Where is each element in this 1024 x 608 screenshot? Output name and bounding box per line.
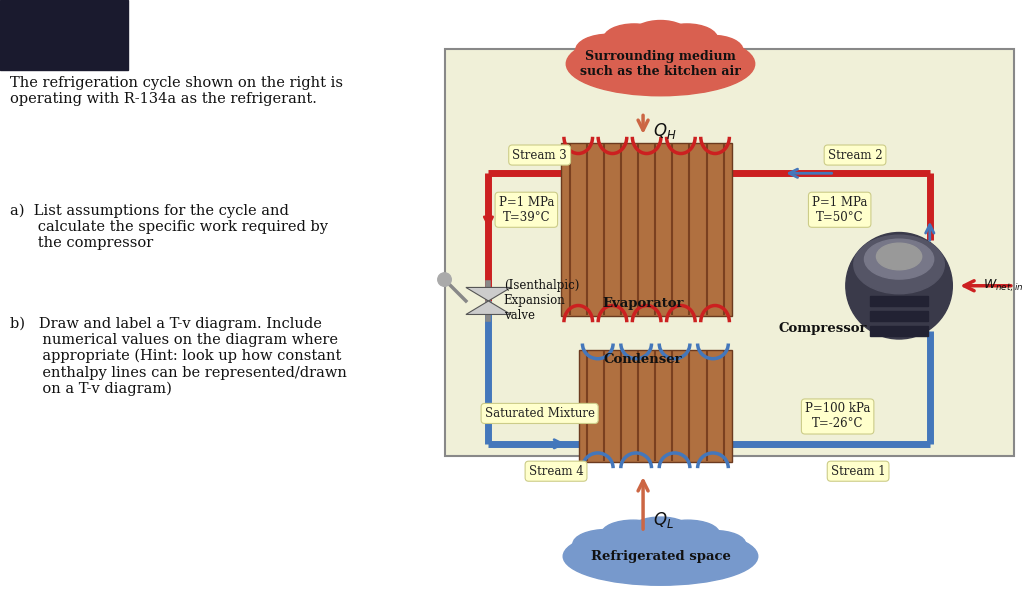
Text: b)   Draw and label a T-v diagram. Include
       numerical values on the diagra: b) Draw and label a T-v diagram. Include… (10, 316, 347, 396)
Ellipse shape (674, 56, 726, 81)
Ellipse shape (572, 530, 641, 558)
Bar (561, 143, 732, 316)
Ellipse shape (593, 549, 646, 572)
Text: Evaporator: Evaporator (602, 297, 684, 310)
Ellipse shape (877, 243, 922, 270)
Polygon shape (466, 301, 511, 314)
Ellipse shape (603, 24, 665, 54)
Text: Surrounding medium
such as the kitchen air: Surrounding medium such as the kitchen a… (580, 50, 741, 78)
Text: The refrigeration cycle shown on the right is
operating with R-134a as the refri: The refrigeration cycle shown on the rig… (10, 76, 343, 106)
Ellipse shape (846, 232, 952, 339)
Ellipse shape (631, 517, 690, 542)
Ellipse shape (438, 273, 452, 286)
Text: Stream 3: Stream 3 (512, 148, 567, 162)
Text: Stream 1: Stream 1 (830, 465, 886, 478)
Bar (445, 49, 1014, 456)
Bar (869, 311, 929, 321)
Text: (Isenthalpic)
Expansion
valve: (Isenthalpic) Expansion valve (504, 280, 580, 322)
Ellipse shape (595, 56, 647, 81)
Ellipse shape (632, 21, 689, 48)
Ellipse shape (656, 520, 719, 547)
Text: P=100 kPa
T=-26°C: P=100 kPa T=-26°C (805, 402, 870, 430)
Text: Condenser: Condenser (604, 353, 682, 365)
Ellipse shape (575, 34, 642, 66)
Text: Compressor: Compressor (778, 322, 866, 335)
Ellipse shape (675, 549, 728, 572)
Ellipse shape (864, 239, 934, 279)
Ellipse shape (682, 35, 743, 65)
Text: a)  List assumptions for the cycle and
      calculate the specific work require: a) List assumptions for the cycle and ca… (10, 204, 329, 250)
Ellipse shape (566, 32, 755, 96)
Bar (869, 326, 929, 336)
Text: P=1 MPa
T=39°C: P=1 MPa T=39°C (499, 196, 554, 224)
Ellipse shape (563, 527, 758, 586)
Ellipse shape (656, 24, 718, 54)
Ellipse shape (854, 235, 944, 294)
Bar (579, 350, 732, 462)
Bar (869, 297, 929, 306)
Text: Stream 2: Stream 2 (827, 148, 883, 162)
Text: Stream 4: Stream 4 (528, 465, 584, 478)
Text: $\mathit{Q}_L$: $\mathit{Q}_L$ (653, 510, 674, 530)
Text: P=1 MPa
T=50°C: P=1 MPa T=50°C (812, 196, 867, 224)
Text: Saturated Mixture: Saturated Mixture (484, 407, 595, 420)
Bar (0, 0, 128, 70)
Text: $W_{net,in}$: $W_{net,in}$ (983, 278, 1024, 294)
Text: Refrigerated space: Refrigerated space (591, 550, 730, 563)
Polygon shape (466, 288, 511, 301)
Ellipse shape (602, 520, 665, 547)
Ellipse shape (682, 531, 745, 558)
Text: $\mathit{Q}_H$: $\mathit{Q}_H$ (653, 121, 677, 140)
